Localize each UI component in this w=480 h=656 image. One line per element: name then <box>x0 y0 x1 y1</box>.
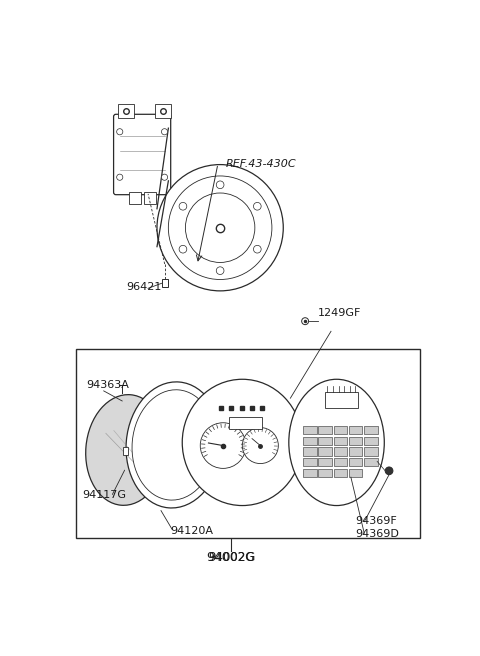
Text: 1249GF: 1249GF <box>317 308 360 318</box>
Bar <box>318 458 332 466</box>
Circle shape <box>385 467 393 475</box>
Text: 94117G: 94117G <box>83 491 127 501</box>
Circle shape <box>216 267 224 274</box>
Bar <box>76 349 420 539</box>
Ellipse shape <box>86 395 166 505</box>
Bar <box>144 192 156 204</box>
Text: 94369D: 94369D <box>355 529 399 539</box>
Bar <box>334 469 347 477</box>
Ellipse shape <box>182 379 302 506</box>
Circle shape <box>185 193 255 262</box>
Bar <box>318 469 332 477</box>
Bar <box>318 437 332 445</box>
Circle shape <box>161 174 168 180</box>
Circle shape <box>117 174 123 180</box>
Bar <box>364 437 378 445</box>
Bar <box>349 469 362 477</box>
Circle shape <box>157 165 283 291</box>
Bar <box>349 437 362 445</box>
Bar <box>334 426 347 434</box>
Bar <box>334 437 347 445</box>
Bar <box>318 447 332 456</box>
Circle shape <box>161 129 168 135</box>
Circle shape <box>168 176 272 279</box>
Bar <box>349 458 362 466</box>
Bar <box>303 469 316 477</box>
Bar <box>129 192 141 204</box>
Bar <box>220 447 225 455</box>
Ellipse shape <box>126 382 222 508</box>
Ellipse shape <box>289 379 384 506</box>
Bar <box>364 458 378 466</box>
Bar <box>118 104 133 118</box>
Bar <box>155 104 170 118</box>
Bar <box>349 447 362 456</box>
Bar <box>123 447 128 455</box>
Bar <box>229 417 262 428</box>
Circle shape <box>242 428 278 464</box>
Bar <box>303 447 316 456</box>
Bar <box>162 279 168 287</box>
Text: 94369F: 94369F <box>355 516 397 526</box>
Circle shape <box>253 203 261 210</box>
Bar <box>349 426 362 434</box>
Ellipse shape <box>132 390 216 500</box>
Bar <box>303 426 316 434</box>
Circle shape <box>179 203 187 210</box>
Text: 94002G: 94002G <box>206 551 256 564</box>
Text: REF.43-430C: REF.43-430C <box>226 159 296 169</box>
Circle shape <box>117 129 123 135</box>
Circle shape <box>200 422 246 468</box>
Text: 94120A: 94120A <box>170 526 213 537</box>
Bar <box>303 458 316 466</box>
Circle shape <box>216 181 224 189</box>
Text: 96421: 96421 <box>126 282 161 293</box>
Bar <box>318 426 332 434</box>
Circle shape <box>179 245 187 253</box>
Bar <box>324 392 358 407</box>
Bar <box>303 437 316 445</box>
Bar <box>334 458 347 466</box>
Circle shape <box>253 245 261 253</box>
Bar <box>364 426 378 434</box>
Text: 94363A: 94363A <box>86 380 129 390</box>
Bar <box>334 447 347 456</box>
FancyBboxPatch shape <box>114 114 171 195</box>
Bar <box>364 447 378 456</box>
Circle shape <box>301 318 309 325</box>
Text: 94002G: 94002G <box>208 551 254 564</box>
